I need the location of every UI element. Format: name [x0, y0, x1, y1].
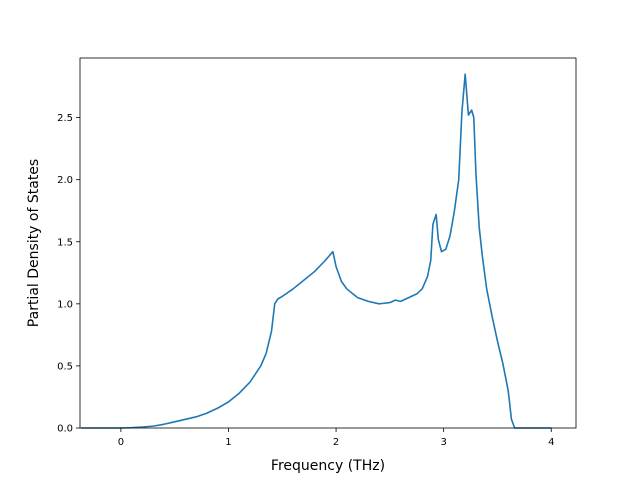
plot-area: [81, 73, 552, 429]
axes-frame: [79, 57, 577, 429]
y-tick-label: 2.5: [57, 113, 73, 124]
y-tick-label: 0.5: [57, 361, 73, 372]
x-axis-ticks: 0 1 2 3 4: [118, 428, 554, 448]
x-tick-label: 3: [440, 437, 446, 448]
y-tick-label: 2.0: [57, 175, 73, 186]
y-axis-label: Partial Density of States: [26, 159, 42, 327]
y-tick-label: 0.0: [57, 424, 73, 435]
x-tick-label: 2: [333, 437, 339, 448]
x-tick-label: 1: [225, 437, 231, 448]
x-tick-label: 0: [118, 437, 124, 448]
x-tick-label: 4: [548, 437, 554, 448]
y-axis-ticks: 0.0 0.5 1.0 1.5 2.0 2.5: [57, 113, 80, 435]
y-tick-label: 1.0: [57, 299, 73, 310]
y-tick-label: 1.5: [57, 237, 73, 248]
series-line-0: [81, 73, 552, 429]
x-axis-label: Frequency (THz): [271, 458, 385, 474]
